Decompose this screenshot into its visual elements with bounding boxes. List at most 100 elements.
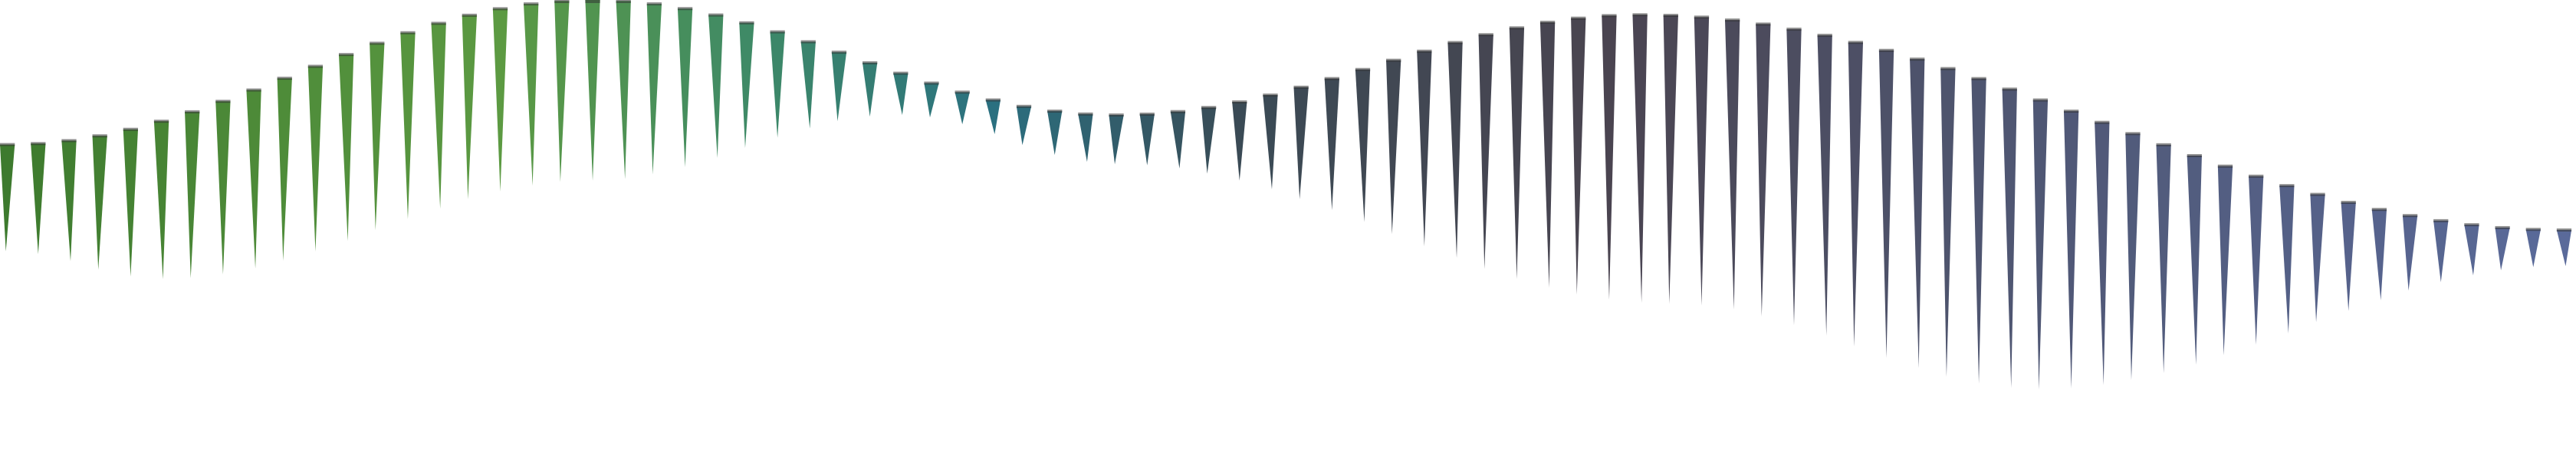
triangle-cap bbox=[2249, 174, 2264, 178]
triangle bbox=[2433, 220, 2449, 283]
triangle bbox=[153, 121, 169, 280]
triangle-cap bbox=[61, 139, 77, 143]
triangle bbox=[1139, 113, 1155, 166]
triangle-cap bbox=[1263, 94, 1278, 97]
triangle bbox=[2310, 194, 2325, 323]
triangle bbox=[462, 15, 477, 199]
triangle bbox=[1417, 51, 1432, 247]
triangle bbox=[2464, 225, 2479, 276]
triangle bbox=[616, 1, 631, 179]
triangle-cap bbox=[2217, 164, 2233, 168]
triangle-cap bbox=[1293, 85, 1309, 89]
triangle-cap bbox=[585, 0, 600, 3]
triangle-cap bbox=[2187, 154, 2202, 158]
triangle bbox=[708, 15, 724, 159]
triangle-cap bbox=[2371, 208, 2387, 212]
triangle bbox=[1386, 60, 1401, 235]
triangle-cap bbox=[1817, 34, 1832, 38]
triangle-cap bbox=[185, 110, 200, 113]
triangle-cap bbox=[2125, 132, 2141, 136]
triangle bbox=[2063, 110, 2079, 389]
triangle-cap bbox=[2095, 120, 2110, 124]
triangle-cap bbox=[400, 31, 416, 34]
triangle bbox=[1632, 15, 1648, 304]
triangle-cap bbox=[1848, 41, 1863, 44]
triangle-cap bbox=[1940, 67, 1956, 71]
triangle-cap bbox=[153, 120, 169, 123]
triangle bbox=[1878, 50, 1894, 358]
triangle-cap bbox=[2556, 228, 2572, 232]
triangle-cap bbox=[1109, 113, 1124, 117]
triangle-cap bbox=[1324, 77, 1339, 80]
triangle-cap bbox=[307, 64, 324, 68]
triangle-cap bbox=[338, 53, 354, 57]
triangle-cap bbox=[616, 0, 631, 3]
triangle bbox=[1817, 35, 1832, 336]
triangle-cap bbox=[1417, 49, 1432, 53]
triangle-cap bbox=[215, 100, 231, 104]
triangle bbox=[185, 111, 200, 278]
triangle bbox=[2525, 229, 2541, 268]
triangle-cap bbox=[2032, 98, 2049, 102]
triangle-cap bbox=[739, 21, 754, 25]
triangle bbox=[1293, 87, 1309, 199]
triangle bbox=[1848, 42, 1863, 347]
triangle bbox=[1201, 107, 1217, 174]
triangle bbox=[1109, 115, 1124, 165]
triangle bbox=[893, 73, 909, 115]
triangle bbox=[246, 90, 261, 269]
triangle bbox=[1910, 59, 1925, 368]
triangle bbox=[1663, 15, 1678, 304]
triangle bbox=[1170, 111, 1186, 169]
triangle bbox=[985, 100, 1001, 134]
triangle bbox=[123, 129, 138, 277]
triangle bbox=[2002, 89, 2017, 388]
triangle-cap bbox=[1539, 21, 1556, 25]
triangle bbox=[307, 66, 324, 251]
triangle-cap bbox=[1047, 109, 1063, 113]
triangle bbox=[1447, 42, 1463, 258]
triangle bbox=[31, 143, 46, 255]
triangle bbox=[1263, 95, 1278, 189]
triangle bbox=[2371, 209, 2387, 301]
triangle-cap bbox=[677, 7, 693, 11]
triangle-cap bbox=[1170, 110, 1186, 113]
triangle-cap bbox=[2156, 143, 2171, 146]
triangle bbox=[1786, 29, 1802, 326]
triangle-cap bbox=[2464, 223, 2479, 227]
triangle bbox=[0, 144, 15, 251]
triangle bbox=[770, 31, 785, 138]
triangle-cap bbox=[1971, 77, 1986, 80]
triangle-cap bbox=[770, 30, 785, 34]
triangle bbox=[1725, 20, 1740, 310]
triangle-cap bbox=[646, 2, 662, 6]
triangle bbox=[1971, 78, 1986, 384]
triangle-cap bbox=[1632, 13, 1648, 17]
triangle-cap bbox=[462, 13, 477, 17]
triangle bbox=[370, 43, 385, 230]
triangle-cap bbox=[924, 81, 939, 85]
triangle bbox=[431, 23, 446, 209]
triangle bbox=[863, 62, 878, 117]
triangle-cap bbox=[1355, 67, 1371, 71]
triangle-cap bbox=[708, 13, 724, 17]
triangle bbox=[800, 41, 816, 129]
triangle bbox=[2341, 202, 2356, 311]
triangle-cap bbox=[92, 134, 107, 138]
triangle-cap bbox=[2495, 225, 2510, 229]
triangle bbox=[2402, 215, 2418, 291]
triangle bbox=[215, 101, 231, 274]
triangle bbox=[554, 1, 570, 182]
triangle bbox=[277, 78, 292, 261]
triangle bbox=[1539, 22, 1556, 288]
triangle-cap bbox=[554, 0, 570, 3]
triangle-cap bbox=[863, 61, 878, 64]
triangle-cap bbox=[492, 7, 508, 11]
triangle-cap bbox=[2341, 200, 2356, 204]
triangle-cap bbox=[1201, 106, 1217, 110]
triangle-cap bbox=[1509, 26, 1525, 30]
triangle bbox=[2187, 156, 2202, 365]
triangle bbox=[1047, 110, 1063, 156]
